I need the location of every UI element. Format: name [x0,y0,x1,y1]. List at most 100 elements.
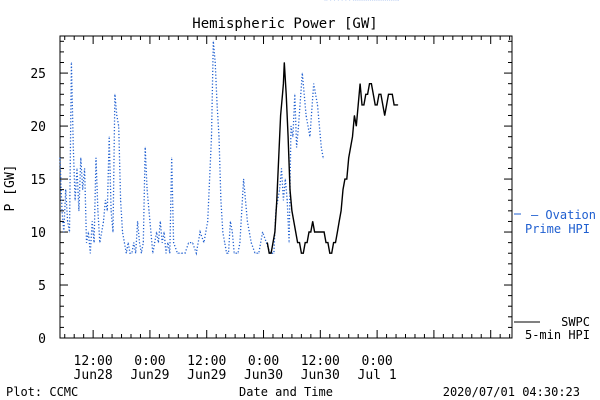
swpc-point [310,231,312,233]
ovation-point [142,242,144,244]
ovation-point [95,157,97,159]
ovation-point [70,62,72,63]
ovation-point [296,146,298,148]
ovation-point [220,199,222,201]
swpc-point [289,189,291,191]
x-tick-date-label: Jun30 [244,368,283,383]
ovation-point [154,242,156,244]
swpc-point [367,93,369,95]
swpc-point [272,242,274,244]
swpc-point [329,252,331,254]
ovation-point [135,252,137,254]
ovation-point [72,146,74,148]
y-axis-label: P [GW] [3,165,18,212]
ovation-point [169,252,171,254]
ovation-point [305,115,307,116]
ovation-point [239,242,241,244]
ovation-point [207,220,209,222]
swpc-point [389,93,391,95]
legend-swpc-label: SWPC [561,315,590,329]
swpc-point [316,231,317,233]
swpc-point [287,136,289,138]
ovation-point [281,168,282,169]
ovation-point [184,252,186,254]
ovation-point [65,189,67,191]
swpc-point [359,83,361,85]
legend-swpc-label-2: 5-min HPI [525,328,590,342]
chart-title: Hemispheric Power [GW] [192,16,377,32]
swpc-point [266,242,268,244]
swpc-point [285,93,287,95]
x-tick-time-label: 0:00 [361,354,392,369]
swpc-point [274,231,276,233]
ovation-point [233,252,235,254]
swpc-point [280,115,282,116]
y-tick-label: 0 [38,332,46,347]
ovation-point [229,220,231,222]
swpc-point [380,93,382,95]
ovation-point [120,199,122,201]
ovation-point [326,0,328,1]
swpc-point [300,252,302,254]
swpc-point [282,93,283,95]
x-tick-time-label: 12:00 [74,354,113,369]
ovation-point [122,231,123,233]
ovation-point [127,242,129,244]
ovation-point [368,0,370,1]
ovation-point [89,252,91,254]
ovation-point [286,199,288,201]
swpc-point [312,220,314,222]
ovation-point [352,0,354,1]
ovation-point [250,242,252,244]
series-layer [59,0,399,256]
plot-frame [59,35,513,339]
ovation-point [396,0,398,1]
ovation-point [313,83,315,85]
swpc-point [302,252,304,254]
ovation-point [91,220,93,222]
ovation-point [80,157,82,159]
ovation-point [379,0,381,1]
x-tick-date-label: Jun29 [187,368,226,383]
ovation-point [373,0,375,1]
ovation-point [385,0,387,1]
ovation-point [123,242,125,244]
ovation-point [231,231,233,233]
ovation-point [82,189,84,191]
ovation-point [262,231,264,233]
ovation-point [290,125,292,127]
ovation-point [254,252,256,254]
ovation-point [156,231,158,233]
ovation-point [87,231,89,233]
ovation-point [114,93,116,95]
swpc-point [365,93,367,95]
ovation-point [214,62,216,63]
swpc-point [295,231,297,233]
swpc-point [382,104,384,106]
ovation-point [137,220,139,222]
swpc-point [282,83,284,85]
ovation-point [180,252,182,254]
ovation-point [150,231,152,233]
ovation-point [320,146,322,148]
ovation-point [140,252,142,254]
ovation-point [364,0,366,1]
ovation-point [148,210,150,212]
ovation-point [279,189,281,191]
ovation-point [341,0,343,1]
ovation-point [61,210,63,212]
ovation-point [129,252,131,254]
swpc-point [317,231,319,233]
x-tick-time-label: 0:00 [134,354,165,369]
ovation-point [152,252,154,254]
swpc-hpi-line [266,62,398,254]
ovation-point [243,178,245,180]
ovation-point [63,231,65,233]
swpc-point [397,104,399,106]
swpc-point [391,93,393,95]
ovation-point [394,0,396,1]
swpc-point [388,93,389,95]
ovation-point [381,0,383,1]
